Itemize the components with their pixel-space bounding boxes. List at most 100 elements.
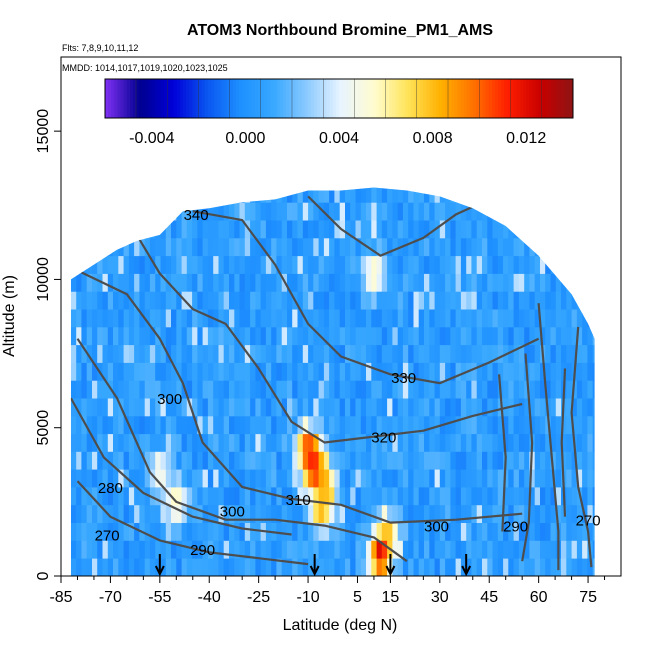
heatmap-cell — [524, 255, 530, 274]
colorbar-swatch — [454, 79, 458, 118]
heatmap-cell — [107, 504, 114, 523]
heatmap-cell — [255, 433, 262, 452]
heatmap-cell — [350, 326, 356, 346]
heatmap-cell — [186, 309, 193, 328]
heatmap-cell — [165, 362, 172, 381]
colorbar-swatch — [273, 79, 278, 118]
heatmap-cell — [345, 362, 351, 381]
heatmap-cell — [197, 362, 204, 381]
heatmap-cell — [476, 291, 483, 310]
heatmap-cell — [576, 202, 583, 221]
heatmap-cell — [571, 326, 578, 346]
heatmap-cell — [165, 237, 172, 257]
heatmap-cell — [128, 202, 135, 221]
heatmap-cell — [360, 326, 367, 346]
contour-label: 320 — [371, 430, 396, 447]
heatmap-cell — [123, 540, 130, 559]
heatmap-cell — [323, 362, 330, 381]
heatmap-cell — [450, 220, 457, 239]
heatmap-cell — [302, 415, 309, 435]
heatmap-cell — [149, 255, 156, 274]
heatmap-cell — [571, 255, 578, 274]
heatmap-cell — [592, 451, 595, 470]
heatmap-cell — [524, 380, 530, 399]
heatmap-cell — [329, 487, 335, 506]
heatmap-cell — [323, 504, 330, 523]
heatmap-cell — [471, 504, 478, 523]
heatmap-cell — [308, 309, 314, 328]
colorbar-swatch — [142, 79, 146, 118]
colorbar-swatch — [551, 79, 555, 118]
colorbar-swatch — [133, 79, 137, 118]
heatmap-cell — [297, 487, 304, 506]
heatmap-cell — [503, 326, 509, 346]
heatmap-cell — [460, 540, 467, 559]
heatmap-cell — [476, 237, 483, 257]
heatmap-cell — [113, 220, 119, 239]
heatmap-cell — [218, 202, 225, 221]
heatmap-cell — [392, 558, 399, 576]
heatmap-cell — [265, 469, 272, 488]
heatmap-cell — [424, 469, 430, 488]
heatmap-cell — [503, 273, 509, 292]
colorbar-swatch — [385, 79, 390, 118]
heatmap-cell — [155, 469, 161, 488]
heatmap-cell — [381, 273, 388, 292]
heatmap-cell — [455, 344, 462, 363]
colorbar-swatch — [560, 79, 565, 118]
heatmap-cell — [476, 344, 483, 363]
heatmap-cell — [450, 380, 457, 399]
heatmap-cell — [149, 237, 156, 257]
heatmap-cell — [134, 202, 140, 221]
heatmap-cell — [287, 398, 293, 417]
colorbar-swatch — [488, 79, 493, 118]
heatmap-cell — [244, 362, 251, 381]
heatmap-cell — [439, 309, 446, 328]
heatmap-cell — [139, 273, 146, 292]
heatmap-cell — [334, 558, 341, 576]
heatmap-cell — [86, 344, 93, 363]
heatmap-cell — [181, 522, 188, 541]
heatmap-cell — [176, 273, 182, 292]
heatmap-cell — [123, 273, 130, 292]
heatmap-cell — [334, 469, 341, 488]
heatmap-cell — [323, 487, 330, 506]
heatmap-cell — [297, 362, 304, 381]
heatmap-cell — [287, 558, 293, 576]
heatmap-cell — [139, 187, 146, 203]
heatmap-cell — [455, 540, 462, 559]
heatmap-cell — [281, 433, 288, 452]
heatmap-cell — [482, 487, 488, 506]
heatmap-cell — [207, 255, 214, 274]
heatmap-cell — [582, 487, 588, 506]
colorbar-swatch — [351, 79, 356, 118]
heatmap-cell — [534, 273, 541, 292]
heatmap-cell — [297, 309, 304, 328]
heatmap-cell — [397, 187, 404, 203]
heatmap-cell — [192, 291, 198, 310]
heatmap-cell — [76, 309, 82, 328]
heatmap-cell — [355, 255, 362, 274]
heatmap-cell — [366, 255, 372, 274]
heatmap-cell — [355, 451, 362, 470]
heatmap-cell — [513, 415, 520, 435]
heatmap-cell — [171, 540, 177, 559]
heatmap-cell — [576, 398, 583, 417]
heatmap-cell — [271, 326, 277, 346]
heatmap-cell — [460, 273, 467, 292]
heatmap-cell — [123, 415, 130, 435]
heatmap-cell — [202, 487, 209, 506]
heatmap-cell — [81, 220, 88, 239]
heatmap-cell — [482, 451, 488, 470]
colorbar-swatch — [417, 79, 421, 118]
heatmap-cell — [381, 237, 388, 257]
heatmap-cell — [70, 273, 77, 292]
heatmap-cell — [371, 220, 377, 239]
heatmap-cell — [355, 540, 362, 559]
heatmap-cell — [513, 398, 520, 417]
heatmap-cell — [439, 291, 446, 310]
heatmap-cell — [160, 504, 167, 523]
heatmap-cell — [229, 415, 235, 435]
heatmap-cell — [518, 487, 525, 506]
heatmap-cell — [234, 558, 240, 576]
